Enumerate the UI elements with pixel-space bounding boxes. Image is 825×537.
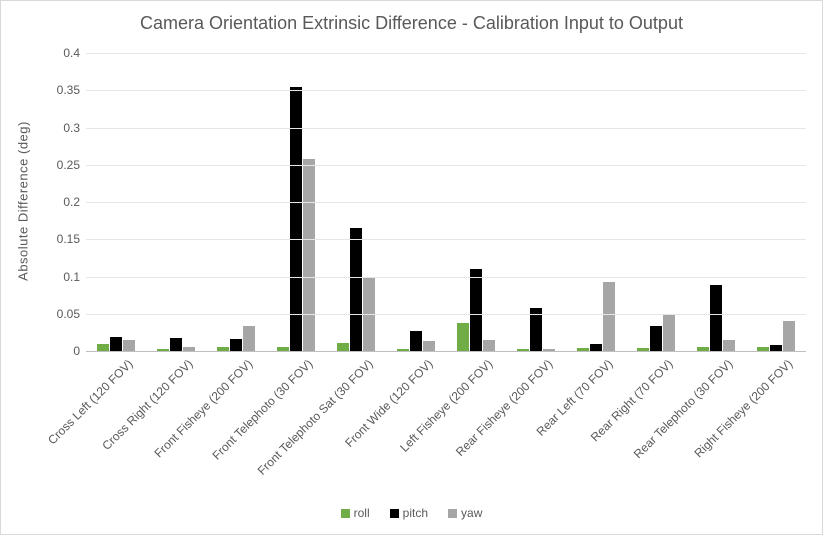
bar-roll xyxy=(97,344,109,351)
grid-line xyxy=(86,239,806,240)
bar-pitch xyxy=(110,337,122,351)
legend-swatch xyxy=(448,509,457,518)
bar-yaw xyxy=(303,159,315,351)
bar-roll xyxy=(277,347,289,351)
bar-yaw xyxy=(243,326,255,351)
bar-roll xyxy=(397,349,409,351)
bar-pitch xyxy=(710,285,722,351)
bar-roll xyxy=(757,347,769,351)
legend-item-pitch: pitch xyxy=(390,505,428,520)
grid-line xyxy=(86,277,806,278)
y-tick-label: 0.4 xyxy=(63,46,80,60)
bar-roll xyxy=(517,349,529,351)
bar-roll xyxy=(457,323,469,351)
y-tick-label: 0.35 xyxy=(57,83,80,97)
bar-yaw xyxy=(123,340,135,351)
bar-roll xyxy=(157,349,169,351)
plot-area: Cross Left (120 FOV)Cross Right (120 FOV… xyxy=(86,53,806,352)
y-tick-label: 0.1 xyxy=(63,270,80,284)
bar-yaw xyxy=(663,314,675,351)
y-tick-label: 0 xyxy=(73,344,80,358)
bar-pitch xyxy=(350,228,362,351)
bar-yaw xyxy=(603,282,615,351)
grid-line xyxy=(86,314,806,315)
bar-pitch xyxy=(290,87,302,351)
legend-swatch xyxy=(341,509,350,518)
grid-line xyxy=(86,53,806,54)
legend-label: yaw xyxy=(461,506,482,520)
legend-label: roll xyxy=(354,506,370,520)
legend-item-yaw: yaw xyxy=(448,505,482,520)
bar-pitch xyxy=(230,339,242,351)
grid-line xyxy=(86,128,806,129)
legend-label: pitch xyxy=(403,506,428,520)
bar-roll xyxy=(697,347,709,351)
bar-pitch xyxy=(650,326,662,351)
bar-yaw xyxy=(783,321,795,351)
bar-yaw xyxy=(723,340,735,351)
bar-roll xyxy=(637,348,649,351)
legend: roll pitch yaw xyxy=(1,505,822,520)
y-tick-label: 0.3 xyxy=(63,121,80,135)
legend-item-roll: roll xyxy=(341,505,370,520)
bar-roll xyxy=(337,343,349,351)
y-tick-label: 0.15 xyxy=(57,232,80,246)
legend-swatch xyxy=(390,509,399,518)
bar-roll xyxy=(577,348,589,351)
bar-pitch xyxy=(470,269,482,351)
bar-yaw xyxy=(543,349,555,351)
y-tick-label: 0.2 xyxy=(63,195,80,209)
bar-pitch xyxy=(410,331,422,351)
grid-line xyxy=(86,202,806,203)
bar-yaw xyxy=(423,341,435,351)
bar-roll xyxy=(217,347,229,351)
chart-frame: Camera Orientation Extrinsic Difference … xyxy=(0,0,823,535)
chart-title: Camera Orientation Extrinsic Difference … xyxy=(1,13,822,34)
y-axis-title: Absolute Difference (deg) xyxy=(16,121,31,281)
bar-yaw xyxy=(483,340,495,351)
grid-line xyxy=(86,165,806,166)
bar-pitch xyxy=(170,338,182,351)
y-tick-label: 0.25 xyxy=(57,158,80,172)
y-tick-label: 0.05 xyxy=(57,307,80,321)
bar-yaw xyxy=(183,347,195,351)
x-tick-label: Front Telephoto (30 FOV) xyxy=(204,351,316,463)
grid-line xyxy=(86,90,806,91)
